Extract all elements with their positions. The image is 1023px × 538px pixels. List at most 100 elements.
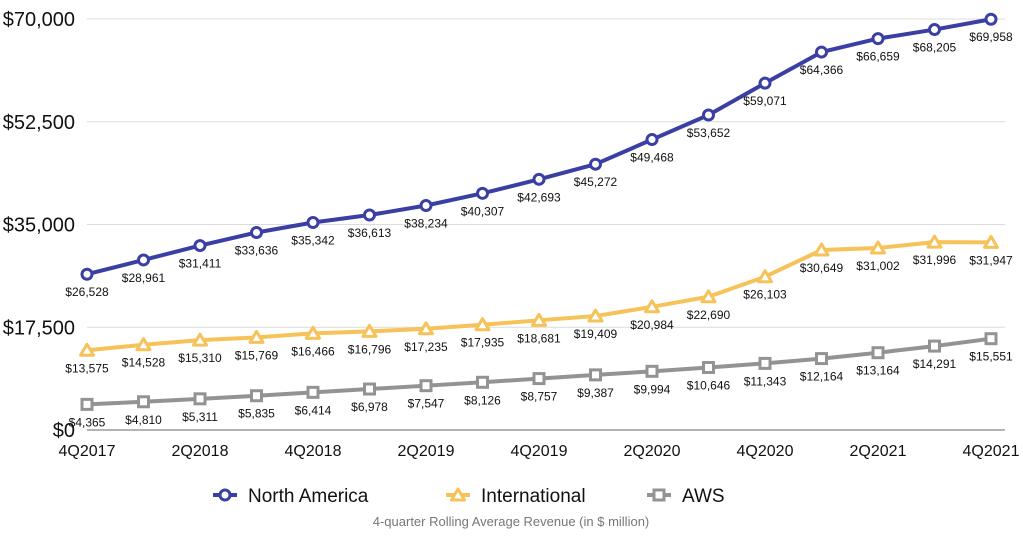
data-point: [419, 379, 433, 393]
data-point: [306, 385, 320, 399]
data-label: $16,796: [348, 342, 392, 356]
data-point: [474, 317, 491, 332]
chart-caption: 4-quarter Rolling Average Revenue (in $ …: [373, 514, 650, 529]
data-point: [983, 234, 999, 249]
x-tick-label: 2Q2018: [172, 443, 229, 460]
data-label: $19,409: [574, 327, 618, 341]
data-point: [361, 323, 378, 338]
data-point: [815, 352, 828, 366]
data-label: $64,366: [800, 63, 844, 77]
data-point: [248, 329, 265, 344]
data-point: [757, 269, 773, 284]
data-point: [587, 308, 604, 323]
data-label: $17,235: [404, 340, 448, 354]
legend-label: AWS: [682, 486, 725, 507]
data-label: $12,164: [800, 370, 844, 384]
data-point: [984, 12, 998, 26]
data-point: [702, 108, 715, 122]
data-point: [418, 321, 434, 336]
data-point: [305, 325, 321, 340]
legend-marker-square-icon: [652, 488, 666, 502]
x-tick-label: 4Q2018: [285, 443, 342, 460]
data-point: [589, 368, 602, 382]
data-label: $14,291: [913, 357, 957, 371]
data-label: $45,272: [574, 175, 618, 189]
data-point: [928, 23, 941, 37]
x-tick-label: 2Q2019: [398, 443, 455, 460]
data-point: [193, 239, 207, 253]
data-point: [532, 172, 546, 186]
data-point: [926, 234, 943, 249]
data-point: [645, 133, 659, 147]
data-label: $17,935: [461, 336, 505, 350]
data-point: [531, 312, 547, 327]
data-label: $8,126: [464, 393, 501, 407]
data-point: [80, 267, 94, 281]
data-label: $66,659: [856, 50, 900, 64]
legend-item: North America: [213, 486, 369, 507]
data-point: [702, 360, 715, 374]
x-tick-label: 2Q2021: [850, 443, 907, 460]
data-label: $31,947: [969, 253, 1013, 267]
data-point: [645, 364, 659, 378]
data-point: [532, 372, 546, 386]
series-aws: $4,365 $4,810 $5,311 $5,835 $6,414 $6,978 $7,5…: [69, 332, 1013, 429]
data-point: [192, 332, 208, 347]
data-label: $31,996: [913, 253, 957, 267]
y-tick-label: $35,000: [3, 215, 75, 237]
data-point: [419, 199, 433, 213]
data-label: $69,958: [969, 30, 1013, 44]
data-point: [984, 332, 998, 346]
data-label: $13,164: [856, 364, 900, 378]
data-label: $7,547: [408, 397, 445, 411]
data-label: $20,984: [630, 318, 674, 332]
data-label: $15,551: [969, 350, 1013, 364]
data-point: [363, 208, 376, 222]
data-label: $6,414: [295, 403, 332, 417]
data-label: $68,205: [913, 41, 957, 55]
y-tick-label: $17,500: [3, 317, 75, 339]
data-point: [758, 76, 772, 90]
data-label: $8,757: [521, 390, 558, 404]
data-label: $6,978: [351, 400, 388, 414]
data-label: $33,636: [235, 244, 279, 258]
legend-label: International: [481, 486, 586, 507]
data-point: [137, 253, 150, 267]
data-point: [870, 240, 886, 255]
data-label: $53,652: [687, 126, 731, 140]
data-label: $26,528: [65, 285, 109, 299]
data-label: $9,994: [634, 382, 671, 396]
data-point: [476, 186, 489, 200]
data-point: [871, 32, 885, 46]
legend-item: AWS: [647, 486, 725, 507]
data-point: [871, 346, 885, 360]
data-label: $15,310: [178, 351, 222, 365]
data-label: $4,365: [69, 415, 106, 429]
data-label: $16,466: [291, 344, 335, 358]
data-point: [813, 242, 830, 257]
legend-marker-circle-icon: [218, 488, 232, 502]
y-tick-label: $0: [53, 420, 75, 442]
data-point: [363, 382, 376, 396]
x-tick-label: 4Q2020: [737, 443, 794, 460]
data-point: [758, 356, 772, 370]
data-label: $5,835: [238, 407, 275, 421]
data-point: [250, 389, 263, 403]
data-label: $59,071: [743, 94, 787, 108]
data-label: $15,769: [235, 348, 279, 362]
legend-item: International: [446, 486, 586, 507]
data-label: $4,810: [125, 413, 162, 427]
data-point: [644, 299, 660, 314]
x-tick-label: 2Q2020: [624, 443, 681, 460]
data-label: $36,613: [348, 226, 392, 240]
data-point: [476, 375, 489, 389]
data-point: [700, 289, 717, 304]
data-label: $14,528: [122, 356, 166, 370]
data-label: $38,234: [404, 217, 448, 231]
data-label: $31,002: [856, 259, 900, 273]
data-point: [589, 157, 602, 171]
x-tick-label: 4Q2017: [59, 443, 116, 460]
data-point: [306, 215, 320, 229]
y-tick-label: $52,500: [3, 112, 75, 134]
